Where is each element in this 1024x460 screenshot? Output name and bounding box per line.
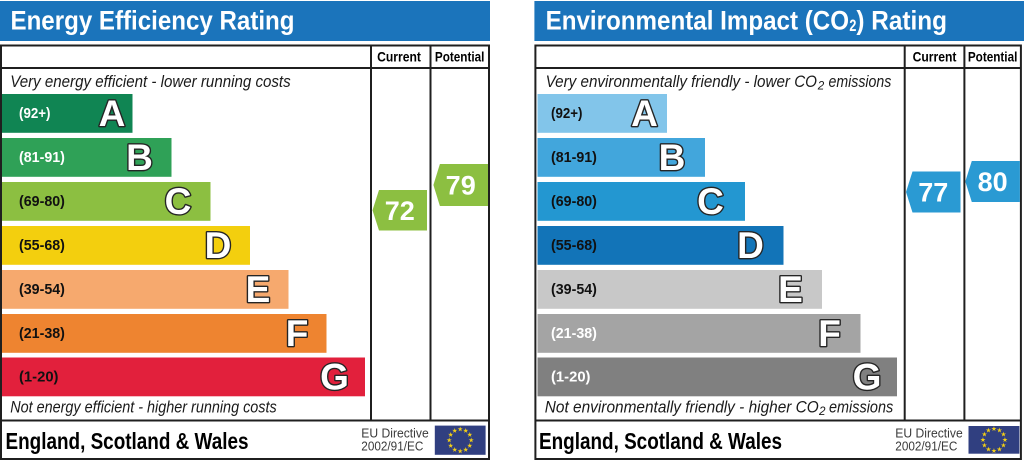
svg-text:2: 2 (818, 404, 826, 418)
svg-text:England, Scotland & Wales: England, Scotland & Wales (6, 428, 249, 454)
svg-text:emissions: emissions (829, 73, 892, 91)
svg-text:Current: Current (377, 49, 421, 65)
svg-text:B: B (659, 137, 686, 178)
svg-text:(55-68): (55-68) (19, 238, 65, 254)
svg-text:(1-20): (1-20) (19, 370, 59, 386)
svg-text:(21-38): (21-38) (551, 326, 597, 342)
svg-text:80: 80 (978, 167, 1008, 197)
svg-text:(92+): (92+) (551, 106, 583, 122)
svg-text:F: F (286, 313, 309, 354)
svg-text:C: C (165, 181, 192, 222)
svg-text:(69-80): (69-80) (551, 194, 597, 210)
svg-text:A: A (99, 93, 126, 134)
svg-text:(21-38): (21-38) (19, 326, 65, 342)
svg-text:(55-68): (55-68) (551, 238, 597, 254)
svg-text:(39-54): (39-54) (551, 282, 597, 298)
svg-text:) Rating: ) Rating (856, 6, 947, 36)
svg-text:D: D (737, 225, 764, 266)
svg-text:D: D (205, 225, 232, 266)
svg-text:England, Scotland & Wales: England, Scotland & Wales (539, 428, 782, 454)
svg-text:79: 79 (446, 171, 476, 201)
svg-text:Not energy efficient - higher: Not energy efficient - higher running co… (10, 399, 277, 417)
svg-text:(92+): (92+) (19, 106, 51, 122)
svg-text:Potential: Potential (968, 49, 1018, 65)
svg-text:G: G (853, 357, 882, 398)
svg-text:(69-80): (69-80) (19, 194, 65, 210)
svg-text:2002/91/EC: 2002/91/EC (895, 439, 957, 454)
svg-text:Very environmentally friendly: Very environmentally friendly - lower CO (546, 73, 818, 91)
svg-text:Potential: Potential (435, 49, 485, 65)
svg-text:(1-20): (1-20) (551, 370, 591, 386)
svg-text:(81-91): (81-91) (551, 150, 597, 166)
svg-text:B: B (126, 137, 153, 178)
svg-text:(39-54): (39-54) (19, 282, 65, 298)
svg-text:C: C (697, 181, 724, 222)
svg-text:EU Directive: EU Directive (895, 426, 962, 441)
svg-text:Current: Current (913, 49, 957, 65)
svg-text:77: 77 (918, 178, 948, 208)
svg-text:Very energy efficient - lower: Very energy efficient - lower running co… (10, 73, 291, 91)
svg-text:Environmental Impact (CO: Environmental Impact (CO (546, 6, 849, 36)
svg-text:A: A (631, 93, 658, 134)
svg-text:G: G (320, 357, 349, 398)
svg-text:2: 2 (849, 16, 856, 35)
svg-text:F: F (818, 313, 841, 354)
svg-text:E: E (778, 269, 803, 310)
svg-text:EU Directive: EU Directive (361, 426, 428, 441)
svg-text:(81-91): (81-91) (19, 150, 65, 166)
svg-text:2002/91/EC: 2002/91/EC (361, 439, 423, 454)
svg-text:2: 2 (817, 79, 825, 93)
svg-text:Not environmentally friendly -: Not environmentally friendly - higher CO (545, 399, 819, 417)
svg-text:Energy Efficiency Rating: Energy Efficiency Rating (11, 5, 295, 35)
svg-text:72: 72 (385, 196, 415, 226)
svg-text:emissions: emissions (829, 399, 893, 417)
svg-text:E: E (246, 269, 271, 310)
